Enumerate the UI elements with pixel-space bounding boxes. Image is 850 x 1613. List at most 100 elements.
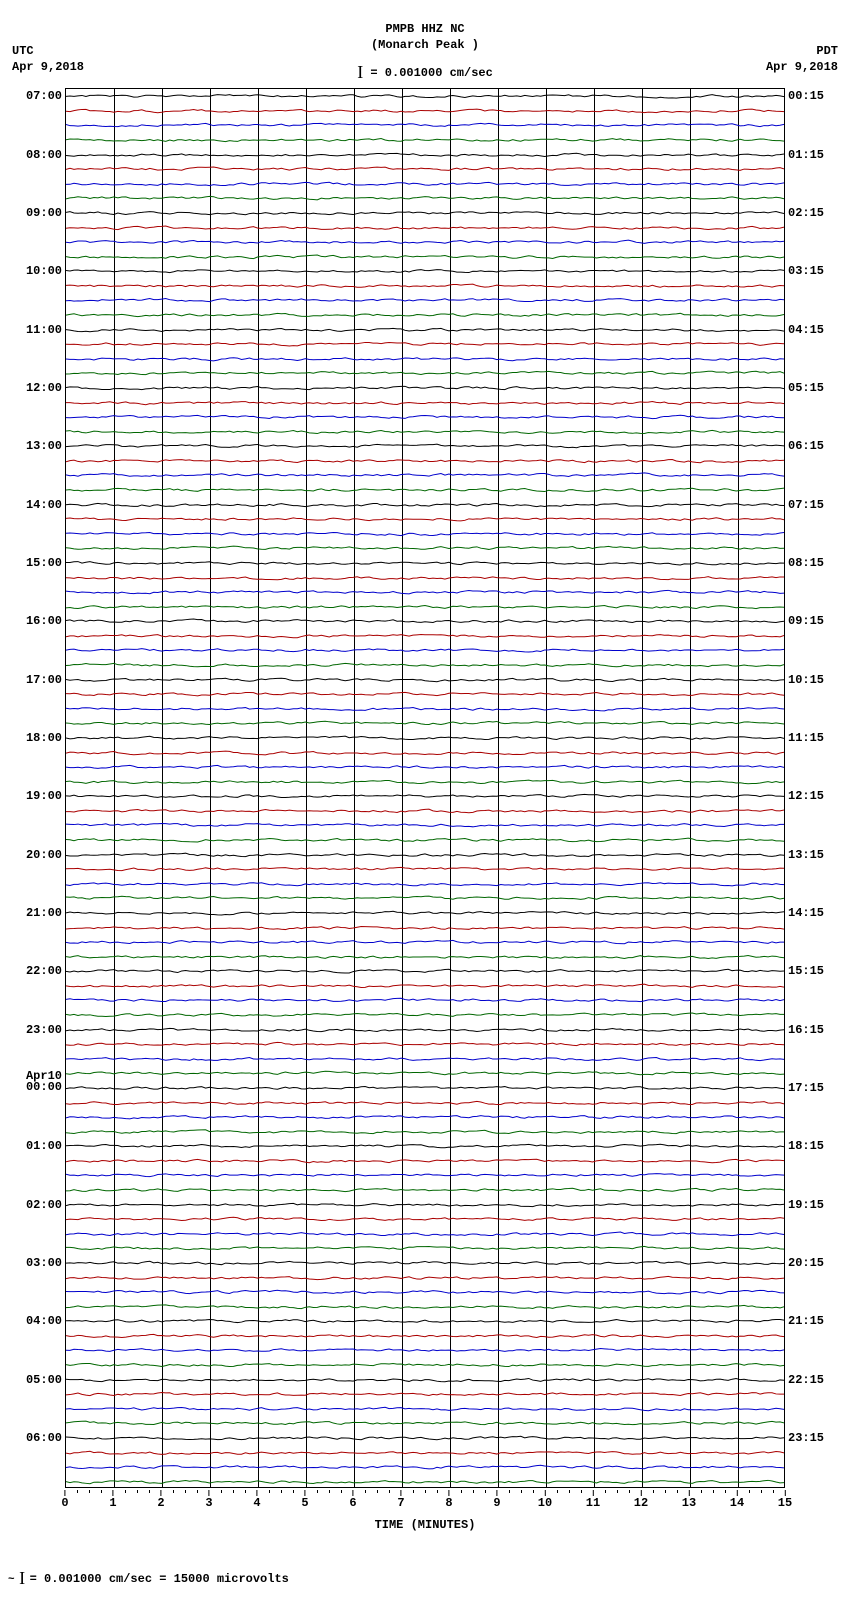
trace-row bbox=[66, 118, 784, 132]
x-tick-minor bbox=[197, 1490, 198, 1493]
right-time-label: 07:15 bbox=[788, 499, 824, 511]
x-tick-minor bbox=[89, 1490, 90, 1493]
trace-row bbox=[66, 366, 784, 380]
right-time-label: 22:15 bbox=[788, 1374, 824, 1386]
trace-row: 18:0011:15 bbox=[66, 731, 784, 745]
left-time-label: 04:00 bbox=[26, 1315, 62, 1327]
right-time-label: 18:15 bbox=[788, 1140, 824, 1152]
left-time-label: 17:00 bbox=[26, 674, 62, 686]
right-time-label: 15:15 bbox=[788, 965, 824, 977]
trace-row bbox=[66, 935, 784, 949]
trace-row bbox=[66, 1052, 784, 1066]
trace-row: 04:0021:15 bbox=[66, 1314, 784, 1328]
x-tick: 7 bbox=[397, 1490, 404, 1510]
x-tick-minor bbox=[713, 1490, 714, 1493]
left-time-label: 14:00 bbox=[26, 499, 62, 511]
right-timezone: PDT Apr 9,2018 bbox=[766, 44, 838, 75]
right-time-label: 03:15 bbox=[788, 265, 824, 277]
trace-row bbox=[66, 177, 784, 191]
right-time-label: 09:15 bbox=[788, 615, 824, 627]
trace-row bbox=[66, 1285, 784, 1299]
x-tick-minor bbox=[569, 1490, 570, 1493]
x-tick-minor bbox=[173, 1490, 174, 1493]
trace-row: 07:0000:15 bbox=[66, 89, 784, 103]
left-time-label: Apr1000:00 bbox=[26, 1071, 62, 1093]
x-tick: 4 bbox=[253, 1490, 260, 1510]
trace-row bbox=[66, 643, 784, 657]
trace-row bbox=[66, 221, 784, 235]
left-time-label: 03:00 bbox=[26, 1257, 62, 1269]
trace-row bbox=[66, 1212, 784, 1226]
trace-row bbox=[66, 585, 784, 599]
trace-row bbox=[66, 483, 784, 497]
trace-row bbox=[66, 600, 784, 614]
trace-row: 21:0014:15 bbox=[66, 906, 784, 920]
trace-row bbox=[66, 775, 784, 789]
trace-row bbox=[66, 352, 784, 366]
left-time-label: 02:00 bbox=[26, 1199, 62, 1211]
trace-row: 17:0010:15 bbox=[66, 673, 784, 687]
trace-row: 15:0008:15 bbox=[66, 556, 784, 570]
trace-row bbox=[66, 1066, 784, 1080]
trace-row bbox=[66, 1358, 784, 1372]
trace-row bbox=[66, 760, 784, 774]
left-time-label: 15:00 bbox=[26, 557, 62, 569]
trace-row bbox=[66, 1183, 784, 1197]
trace-row bbox=[66, 804, 784, 818]
x-tick: 2 bbox=[157, 1490, 164, 1510]
trace-row bbox=[66, 293, 784, 307]
x-tick-minor bbox=[485, 1490, 486, 1493]
x-tick-minor bbox=[509, 1490, 510, 1493]
x-tick: 15 bbox=[778, 1490, 792, 1510]
trace-row bbox=[66, 818, 784, 832]
scale-bar-icon: I bbox=[357, 62, 363, 82]
trace-row bbox=[66, 833, 784, 847]
x-tick-minor bbox=[533, 1490, 534, 1493]
left-time-label: 07:00 bbox=[26, 90, 62, 102]
right-time-label: 01:15 bbox=[788, 149, 824, 161]
x-tick-minor bbox=[617, 1490, 618, 1493]
trace-row: 16:0009:15 bbox=[66, 614, 784, 628]
trace-row: 02:0019:15 bbox=[66, 1198, 784, 1212]
left-time-label: 18:00 bbox=[26, 732, 62, 744]
trace-row bbox=[66, 1168, 784, 1182]
x-tick-minor bbox=[329, 1490, 330, 1493]
right-time-label: 11:15 bbox=[788, 732, 824, 744]
x-tick-minor bbox=[125, 1490, 126, 1493]
trace-row bbox=[66, 191, 784, 205]
x-tick-minor bbox=[149, 1490, 150, 1493]
left-time-label: 06:00 bbox=[26, 1432, 62, 1444]
left-time-label: 12:00 bbox=[26, 382, 62, 394]
trace-row bbox=[66, 687, 784, 701]
trace-row bbox=[66, 1329, 784, 1343]
trace-row bbox=[66, 454, 784, 468]
right-time-label: 23:15 bbox=[788, 1432, 824, 1444]
trace-row bbox=[66, 921, 784, 935]
trace-row bbox=[66, 746, 784, 760]
x-tick-minor bbox=[377, 1490, 378, 1493]
x-tick-minor bbox=[101, 1490, 102, 1493]
trace-row: 08:0001:15 bbox=[66, 148, 784, 162]
trace-row bbox=[66, 1008, 784, 1022]
trace-row bbox=[66, 541, 784, 555]
left-time-label: 19:00 bbox=[26, 790, 62, 802]
trace-row bbox=[66, 1402, 784, 1416]
x-tick-minor bbox=[185, 1490, 186, 1493]
trace-row bbox=[66, 1416, 784, 1430]
x-tick-minor bbox=[773, 1490, 774, 1493]
left-time-label: 22:00 bbox=[26, 965, 62, 977]
x-tick-minor bbox=[437, 1490, 438, 1493]
x-tick-minor bbox=[761, 1490, 762, 1493]
x-tick: 12 bbox=[634, 1490, 648, 1510]
trace-row bbox=[66, 527, 784, 541]
right-time-label: 06:15 bbox=[788, 440, 824, 452]
trace-row: 22:0015:15 bbox=[66, 964, 784, 978]
trace-row bbox=[66, 410, 784, 424]
right-time-label: 00:15 bbox=[788, 90, 824, 102]
x-tick: 6 bbox=[349, 1490, 356, 1510]
trace-row bbox=[66, 1110, 784, 1124]
trace-row bbox=[66, 308, 784, 322]
trace-row bbox=[66, 877, 784, 891]
helicorder-plot: 07:0000:1508:0001:1509:0002:1510:0003:15… bbox=[65, 88, 785, 1488]
x-tick-minor bbox=[461, 1490, 462, 1493]
